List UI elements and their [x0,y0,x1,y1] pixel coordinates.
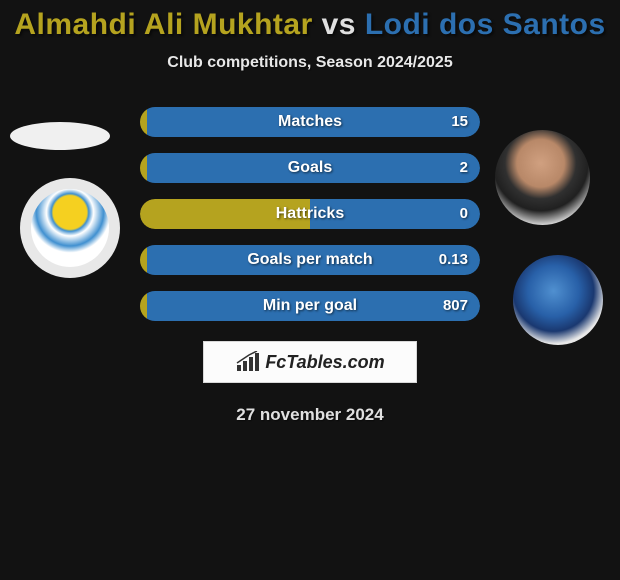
stat-label: Goals [140,153,480,183]
stat-label: Hattricks [140,199,480,229]
stat-label: Matches [140,107,480,137]
stat-label: Goals per match [140,245,480,275]
stat-row: Goals per match0.13 [140,245,480,275]
title-part: Almahdi Ali Mukhtar [14,8,312,41]
stat-label: Min per goal [140,291,480,321]
comparison-infographic: Almahdi Ali Mukhtar vs Lodi dos Santos C… [0,0,620,580]
stat-bars: Matches15 Goals2 Hattricks0 Goals per match… [140,107,480,321]
title-part: Lodi dos Santos [365,8,606,41]
date-line: 27 november 2024 [0,405,620,425]
logo-box: FcTables.com [203,341,417,383]
stats-area: Matches15 Goals2 Hattricks0 Goals per match… [0,107,620,321]
stat-value-right: 2 [460,153,468,183]
title-part: vs [313,8,365,41]
stat-row: Goals2 [140,153,480,183]
stat-value-right: 15 [451,107,468,137]
logo-text: FcTables.com [265,352,384,373]
page-title: Almahdi Ali Mukhtar vs Lodi dos Santos [0,0,620,42]
stat-value-right: 807 [443,291,468,321]
stat-row: Hattricks0 [140,199,480,229]
stat-value-right: 0 [460,199,468,229]
subtitle: Club competitions, Season 2024/2025 [0,54,620,72]
bar-chart-icon [235,351,261,373]
stat-value-right: 0.13 [439,245,468,275]
stat-row: Min per goal807 [140,291,480,321]
stat-row: Matches15 [140,107,480,137]
